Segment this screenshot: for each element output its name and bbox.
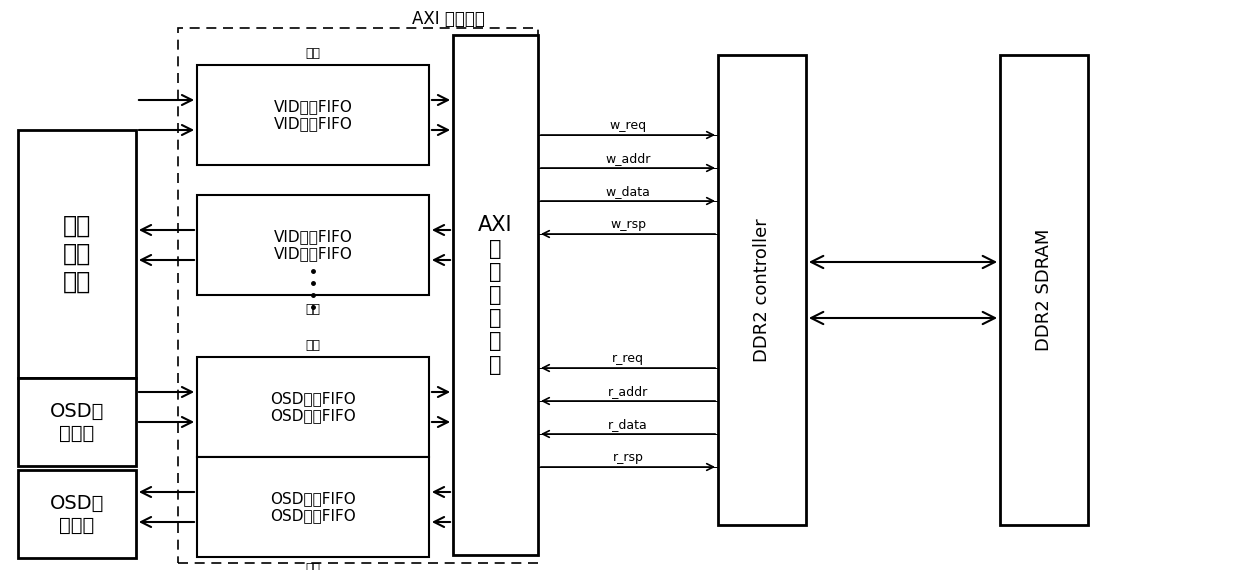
Text: w_addr: w_addr [605,152,651,165]
Text: 写入: 写入 [305,47,320,60]
Text: VID控制FIFO
VID数据FIFO: VID控制FIFO VID数据FIFO [274,99,352,131]
Text: 视频
处理
模块: 视频 处理 模块 [63,214,91,294]
Text: OSD写
入模块: OSD写 入模块 [50,401,104,442]
Text: r_data: r_data [608,418,647,431]
Text: r_req: r_req [613,352,644,365]
Text: OSD控制FIFO
OSD数据FIFO: OSD控制FIFO OSD数据FIFO [270,491,356,523]
Text: w_data: w_data [605,185,651,198]
Bar [19,470,136,558]
Text: r_rsp: r_rsp [613,451,644,464]
Text: 写入: 写入 [305,339,320,352]
Text: 读出: 读出 [305,562,320,570]
Bar [197,457,429,557]
Text: DDR2 controller: DDR2 controller [753,218,771,362]
Bar [197,357,429,457]
Text: OSD处
理模块: OSD处 理模块 [50,494,104,535]
Bar [999,55,1087,525]
Text: AXI
总
线
仲
裁
模
块: AXI 总 线 仲 裁 模 块 [479,215,513,374]
Text: AXI 总线控制: AXI 总线控制 [412,10,485,28]
Bar [197,195,429,295]
Text: w_req: w_req [609,119,646,132]
Bar [19,130,136,378]
Bar [197,65,429,165]
Text: VID控制FIFO
VID数据FIFO: VID控制FIFO VID数据FIFO [274,229,352,261]
Text: 读出: 读出 [305,303,320,316]
Text: DDR2 SDRAM: DDR2 SDRAM [1035,229,1053,351]
Text: w_rsp: w_rsp [610,218,646,231]
Bar [453,35,538,555]
Text: r_addr: r_addr [608,385,649,398]
Text: OSD控制FIFO
OSD数据FIFO: OSD控制FIFO OSD数据FIFO [270,391,356,423]
Bar [718,55,806,525]
Bar [179,28,538,563]
Bar [19,378,136,466]
